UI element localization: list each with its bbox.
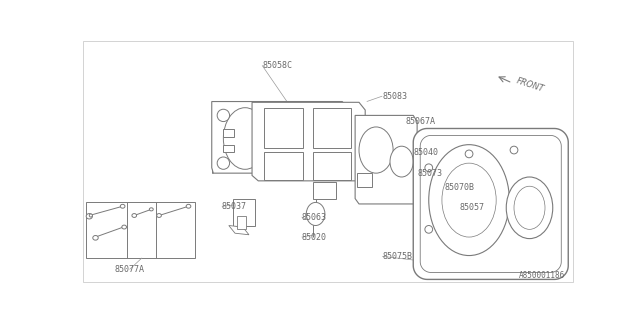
FancyBboxPatch shape	[312, 182, 336, 198]
FancyBboxPatch shape	[311, 108, 336, 124]
Ellipse shape	[132, 213, 136, 217]
Text: 85083: 85083	[382, 92, 407, 101]
Ellipse shape	[442, 163, 496, 237]
FancyBboxPatch shape	[223, 145, 234, 152]
Text: 85040: 85040	[413, 148, 438, 157]
Text: 85075B: 85075B	[382, 252, 412, 261]
Ellipse shape	[425, 164, 433, 172]
Text: 85073: 85073	[417, 169, 442, 178]
Text: FRONT: FRONT	[516, 76, 546, 93]
Polygon shape	[355, 116, 417, 204]
FancyBboxPatch shape	[312, 108, 351, 148]
Ellipse shape	[429, 145, 509, 256]
Polygon shape	[415, 168, 428, 181]
Text: 85020: 85020	[301, 233, 326, 242]
FancyBboxPatch shape	[266, 150, 282, 164]
Ellipse shape	[514, 186, 545, 229]
Ellipse shape	[223, 108, 267, 169]
FancyBboxPatch shape	[264, 108, 303, 148]
Ellipse shape	[307, 203, 325, 226]
Text: A850001186: A850001186	[518, 271, 565, 280]
Polygon shape	[212, 101, 351, 173]
Ellipse shape	[122, 225, 127, 229]
Ellipse shape	[425, 226, 433, 233]
FancyBboxPatch shape	[266, 108, 282, 122]
Ellipse shape	[93, 236, 98, 240]
Ellipse shape	[390, 146, 413, 177]
FancyBboxPatch shape	[234, 198, 255, 226]
Ellipse shape	[510, 146, 518, 154]
Ellipse shape	[359, 127, 393, 173]
Text: 85077A: 85077A	[115, 265, 145, 274]
Text: 85058C: 85058C	[262, 61, 292, 70]
FancyBboxPatch shape	[356, 173, 372, 187]
FancyBboxPatch shape	[312, 152, 351, 180]
Polygon shape	[413, 129, 568, 279]
Text: 85057: 85057	[460, 203, 484, 212]
Ellipse shape	[90, 214, 92, 217]
Ellipse shape	[120, 204, 125, 208]
Ellipse shape	[322, 118, 349, 158]
Ellipse shape	[217, 109, 230, 122]
Text: 85070B: 85070B	[444, 182, 474, 191]
FancyBboxPatch shape	[237, 215, 246, 229]
Ellipse shape	[149, 208, 153, 211]
Polygon shape	[420, 135, 561, 273]
Text: 85037: 85037	[222, 202, 247, 211]
Ellipse shape	[217, 157, 230, 169]
Ellipse shape	[506, 177, 553, 239]
Ellipse shape	[465, 150, 473, 158]
Polygon shape	[229, 226, 249, 235]
Polygon shape	[86, 203, 195, 258]
Polygon shape	[252, 102, 365, 181]
FancyBboxPatch shape	[311, 151, 336, 168]
Text: 85063: 85063	[301, 212, 326, 221]
FancyBboxPatch shape	[264, 152, 303, 180]
Text: 85067A: 85067A	[406, 117, 435, 126]
FancyBboxPatch shape	[223, 129, 234, 137]
Ellipse shape	[277, 108, 320, 169]
FancyBboxPatch shape	[83, 42, 573, 282]
Ellipse shape	[186, 204, 191, 208]
Ellipse shape	[157, 213, 161, 217]
Ellipse shape	[86, 213, 92, 219]
FancyBboxPatch shape	[311, 129, 336, 146]
